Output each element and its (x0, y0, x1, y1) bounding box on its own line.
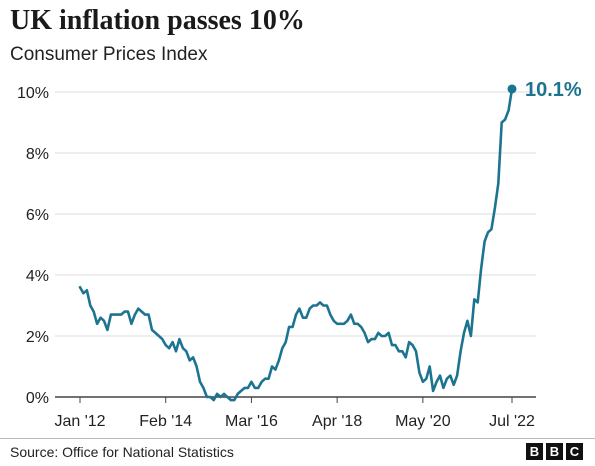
y-tick-label: 4% (26, 268, 49, 285)
chart-title: UK inflation passes 10% (10, 5, 305, 36)
x-axis-tick-labels: Jan '12 Feb '14 Mar '16 Apr '18 May '20 Jul '… (54, 413, 535, 430)
footer-divider (0, 438, 595, 439)
y-tick-label: 10% (17, 85, 49, 102)
end-value-label: 10.1% (525, 79, 582, 101)
x-tick-label: Apr '18 (312, 413, 362, 430)
y-tick-label: 6% (26, 207, 49, 224)
x-tick-label: May '20 (395, 413, 451, 430)
x-tick-label: Jul '22 (489, 413, 535, 430)
y-axis-tick-labels: 0% 2% 4% 6% 8% 10% (17, 85, 49, 407)
gridlines (55, 91, 536, 403)
series-layer: 10.1% (78, 79, 582, 402)
end-point-marker (507, 84, 517, 94)
x-tick-label: Feb '14 (139, 413, 192, 430)
bbc-logo: B B C (526, 443, 583, 460)
y-tick-label: 8% (26, 146, 49, 163)
source-note: Source: Office for National Statistics (10, 444, 234, 460)
inflation-line (78, 87, 514, 402)
logo-letter: B (526, 443, 543, 460)
logo-letter: B (546, 443, 563, 460)
x-tick-label: Mar '16 (225, 413, 278, 430)
y-tick-label: 2% (26, 329, 49, 346)
y-tick-label: 0% (26, 390, 49, 407)
chart-subtitle: Consumer Prices Index (10, 44, 208, 65)
x-tick-label: Jan '12 (54, 413, 105, 430)
logo-letter: C (566, 443, 583, 460)
